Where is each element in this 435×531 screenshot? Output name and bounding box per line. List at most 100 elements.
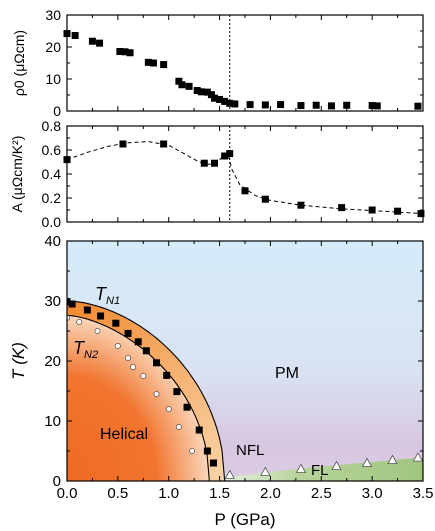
y-tick-label: 20 xyxy=(44,353,61,370)
a-coefficient-point xyxy=(338,204,346,212)
fl-point xyxy=(412,452,423,462)
helical-region xyxy=(67,315,210,481)
tn1-point xyxy=(68,300,76,308)
y-tick-label: 10 xyxy=(45,71,61,87)
a-coefficient-point xyxy=(221,152,229,160)
rho0-point xyxy=(207,91,215,99)
y-tick-label: 0 xyxy=(53,103,61,119)
tn1-point xyxy=(163,371,171,379)
y-tick-label: 0.0 xyxy=(42,214,62,230)
tn2-point xyxy=(140,373,147,379)
a-coefficient-point xyxy=(226,150,234,158)
phase-regions xyxy=(67,241,423,481)
x-tick-label: 3.0 xyxy=(362,485,383,502)
a-coefficient-point xyxy=(394,207,402,215)
tn1-point xyxy=(153,359,161,367)
rho0-point xyxy=(210,94,218,102)
rho0-point xyxy=(144,58,152,66)
tn1-point xyxy=(195,426,203,434)
tn1-point xyxy=(83,306,91,314)
rho0-axis-label: ρ0 (μΩcm) xyxy=(11,30,27,96)
tn1-label: TN1 xyxy=(95,284,120,307)
y-tick-label: 30 xyxy=(45,7,61,23)
tn2-label-sub: N2 xyxy=(84,349,98,361)
rho0-frame xyxy=(66,14,424,112)
x-tick-label: 2.5 xyxy=(311,485,332,502)
rho0-point xyxy=(88,37,96,45)
helical-label: Helical xyxy=(100,426,148,443)
tn1-point xyxy=(209,459,217,467)
tn1-label-main: T xyxy=(95,284,108,304)
rho0-point xyxy=(312,101,320,109)
y-tick-label: 0.4 xyxy=(42,166,62,182)
rho0-point xyxy=(368,102,376,110)
pressure-axis-label: P (GPa) xyxy=(214,510,275,529)
tn2-label: TN2 xyxy=(73,338,98,361)
phase-ticks: 0 10 20 30 40 0.0 0.5 1.0 1.5 2.0 2.5 3.0 3.5 xyxy=(44,233,433,502)
a-coefficient-ticks: 0.0 0.2 0.4 0.6 0.8 xyxy=(42,118,424,230)
tn1-point xyxy=(97,312,105,320)
fl-point xyxy=(260,466,271,476)
panel-rho0: 0 10 20 30 ρ0 (μΩcm) xyxy=(11,7,424,119)
rho0-point xyxy=(197,88,205,96)
tn1-point xyxy=(142,347,150,355)
tn2-point xyxy=(175,424,182,430)
rho0-point xyxy=(297,102,305,110)
tn1-curve xyxy=(67,300,226,481)
y-tick-label: 0.8 xyxy=(42,118,62,134)
y-tick-label: 40 xyxy=(44,233,61,250)
rho0-point xyxy=(261,101,269,109)
x-tick-label: 0.5 xyxy=(107,485,128,502)
rho0-point xyxy=(373,102,381,110)
a-coefficient-point xyxy=(368,206,376,214)
a-coefficient-fit-curve xyxy=(66,141,424,215)
pm-label: PM xyxy=(275,365,299,382)
rho0-point xyxy=(246,101,254,109)
tn2-point xyxy=(125,355,131,361)
a-coefficient-point xyxy=(297,201,305,209)
rho0-point xyxy=(203,88,211,96)
rho0-point xyxy=(71,31,79,39)
y-tick-label: 20 xyxy=(45,39,61,55)
a-coefficient-point xyxy=(119,140,127,148)
rho0-point xyxy=(126,49,134,57)
rho0-ticks: 0 10 20 30 xyxy=(45,7,424,119)
tn2-point xyxy=(130,364,137,370)
phase-marks xyxy=(67,298,423,479)
tn1-label-sub: N1 xyxy=(106,295,120,307)
x-tick-label: 1.0 xyxy=(158,485,179,502)
panel-a-coefficient: 0.0 0.2 0.4 0.6 0.8 A (μΩcm/K²) xyxy=(9,118,425,230)
tn1-point xyxy=(203,447,211,455)
tn2-point xyxy=(153,391,160,397)
tn2-point xyxy=(114,343,121,349)
fl-point xyxy=(361,457,373,467)
tn1-point xyxy=(112,319,120,327)
x-tick-label: 1.5 xyxy=(209,485,230,502)
rho0-point xyxy=(343,101,351,109)
a-coefficient-axis-label: A (μΩcm/K²) xyxy=(9,136,25,213)
a-coefficient-point xyxy=(261,195,269,203)
y-tick-label: 30 xyxy=(44,293,61,310)
rho0-point xyxy=(121,48,129,56)
tn2-point xyxy=(94,328,101,334)
x-tick-label: 3.5 xyxy=(413,485,434,502)
a-coefficient-point xyxy=(210,159,218,167)
tn1-point xyxy=(173,388,181,396)
rho0-point xyxy=(327,102,335,110)
a-coefficient-point xyxy=(417,210,425,218)
y-tick-label: 0.6 xyxy=(42,142,62,158)
fl-point xyxy=(224,469,235,479)
fl-point xyxy=(331,460,342,470)
fl-point xyxy=(295,463,307,473)
tn1-point xyxy=(134,338,142,346)
fl-region xyxy=(219,457,423,481)
rho0-marks xyxy=(63,15,422,111)
x-tick-label: 0.0 xyxy=(57,485,78,502)
tn2-point xyxy=(165,406,172,412)
rho0-point xyxy=(414,102,422,110)
rho0-point xyxy=(221,97,229,105)
a-coefficient-marks xyxy=(63,126,425,222)
tn2-label-main: T xyxy=(73,338,86,358)
y-tick-label: 0.2 xyxy=(42,190,62,206)
